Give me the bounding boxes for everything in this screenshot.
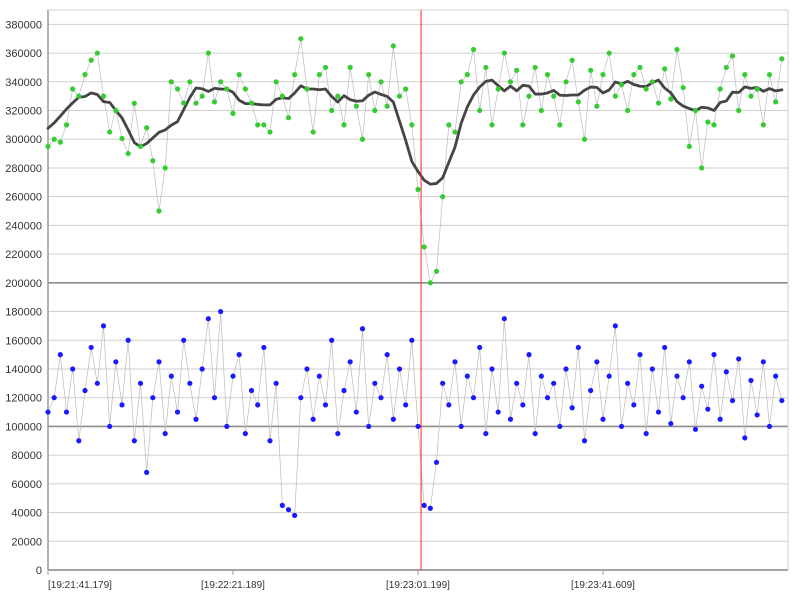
svg-text:[19:23:01.199]: [19:23:01.199]: [386, 580, 450, 591]
svg-text:140000: 140000: [5, 364, 42, 376]
svg-text:320000: 320000: [5, 106, 42, 118]
svg-text:160000: 160000: [5, 335, 42, 347]
svg-text:280000: 280000: [5, 163, 42, 175]
svg-text:220000: 220000: [5, 249, 42, 261]
svg-text:0: 0: [36, 565, 42, 577]
chart-svg: 0 20000 40000 60000 80000 100000 120000 140000 1…: [0, 0, 800, 600]
svg-text:300000: 300000: [5, 134, 42, 146]
svg-text:120000: 120000: [5, 393, 42, 405]
svg-text:260000: 260000: [5, 192, 42, 204]
timeseries-chart: 0 20000 40000 60000 80000 100000 120000 140000 1…: [0, 0, 800, 600]
svg-text:[19:21:41.179]: [19:21:41.179]: [48, 580, 112, 591]
svg-text:360000: 360000: [5, 48, 42, 60]
svg-text:200000: 200000: [5, 278, 42, 290]
svg-text:340000: 340000: [5, 77, 42, 89]
svg-text:380000: 380000: [5, 19, 42, 31]
svg-text:180000: 180000: [5, 307, 42, 319]
svg-text:100000: 100000: [5, 421, 42, 433]
svg-text:80000: 80000: [11, 450, 42, 462]
svg-text:60000: 60000: [11, 479, 42, 491]
svg-text:40000: 40000: [11, 508, 42, 520]
svg-text:[19:22:21.189]: [19:22:21.189]: [201, 580, 265, 591]
svg-text:20000: 20000: [11, 536, 42, 548]
svg-text:[19:23:41.609]: [19:23:41.609]: [571, 580, 635, 591]
svg-text:240000: 240000: [5, 220, 42, 232]
